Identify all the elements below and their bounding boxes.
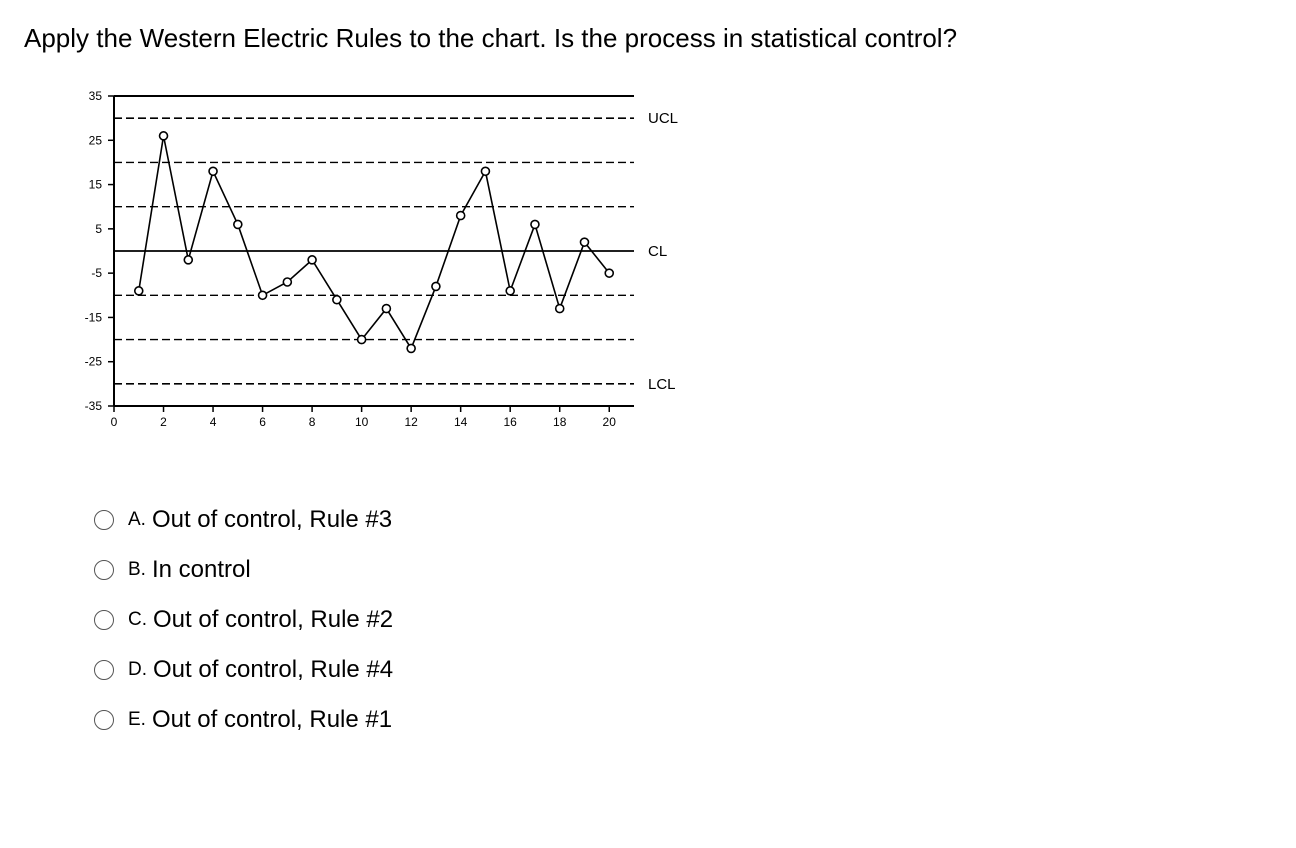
svg-text:-35: -35 [85,399,103,413]
svg-text:15: 15 [89,178,103,192]
svg-text:-5: -5 [91,267,102,281]
option-text: Out of control, Rule #2 [153,606,393,634]
option-B[interactable]: B. In control [94,556,1272,584]
svg-text:18: 18 [553,415,567,429]
svg-text:25: 25 [89,134,103,148]
svg-text:2: 2 [160,415,167,429]
svg-text:CL: CL [648,243,667,260]
radio-icon[interactable] [94,710,114,730]
option-E[interactable]: E. Out of control, Rule #1 [94,706,1272,734]
control-chart: -35 -25 -15 -5 5 15 25 35 0 2 4 6 8 10 12 14 16 18 20 UCL CL… [44,86,704,446]
svg-text:-25: -25 [85,355,103,369]
svg-text:16: 16 [504,415,518,429]
option-letter: A. [128,509,146,531]
chart-svg: -35 -25 -15 -5 5 15 25 35 0 2 4 6 8 10 12 14 16 18 20 UCL CL… [44,86,704,446]
option-letter: C. [128,609,147,631]
svg-text:6: 6 [259,415,266,429]
option-text: Out of control, Rule #3 [152,506,392,534]
radio-icon[interactable] [94,510,114,530]
option-A[interactable]: A. Out of control, Rule #3 [94,506,1272,534]
option-letter: B. [128,559,146,581]
option-D[interactable]: D. Out of control, Rule #4 [94,656,1272,684]
option-text: In control [152,556,251,584]
option-text: Out of control, Rule #4 [153,656,393,684]
svg-text:8: 8 [309,415,316,429]
option-letter: E. [128,709,146,731]
svg-text:UCL: UCL [648,111,678,128]
svg-text:5: 5 [95,222,102,236]
option-C[interactable]: C. Out of control, Rule #2 [94,606,1272,634]
options-list: A. Out of control, Rule #3 B. In control C. O… [94,506,1272,734]
svg-text:12: 12 [404,415,418,429]
svg-text:10: 10 [355,415,369,429]
option-letter: D. [128,659,147,681]
svg-text:4: 4 [210,415,217,429]
svg-text:LCL: LCL [648,376,676,393]
svg-text:14: 14 [454,415,468,429]
radio-icon[interactable] [94,660,114,680]
radio-icon[interactable] [94,610,114,630]
option-text: Out of control, Rule #1 [152,706,392,734]
svg-text:35: 35 [89,89,103,103]
svg-text:0: 0 [111,415,118,429]
radio-icon[interactable] [94,560,114,580]
question-text: Apply the Western Electric Rules to the … [24,20,1272,56]
svg-text:-15: -15 [85,311,103,325]
svg-text:20: 20 [603,415,617,429]
